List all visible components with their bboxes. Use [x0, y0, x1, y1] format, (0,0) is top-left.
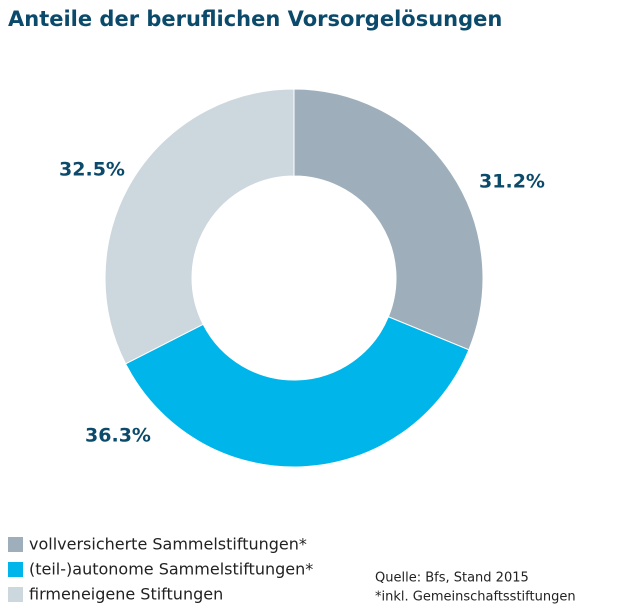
slice [293, 88, 484, 351]
chart-title: Anteile der beruflichen Vorsorgelösungen [8, 7, 502, 31]
legend-label: firmeneigene Stiftungen [29, 585, 223, 604]
value-label: 36.3% [85, 425, 151, 447]
value-label: 31.2% [479, 171, 545, 193]
source: Quelle: Bfs, Stand 2015 [375, 571, 529, 586]
legend-swatch [8, 587, 23, 602]
legend-swatch [8, 562, 23, 577]
legend-swatch [8, 537, 23, 552]
note: *inkl. Gemeinschaftsstiftungen [375, 590, 576, 605]
slice [124, 316, 470, 468]
value-label: 32.5% [59, 159, 125, 181]
slice [104, 88, 295, 365]
legend-label: vollversicherte Sammelstiftungen* [29, 535, 307, 554]
legend-label: (teil-)autonome Sammelstiftungen* [29, 560, 313, 579]
